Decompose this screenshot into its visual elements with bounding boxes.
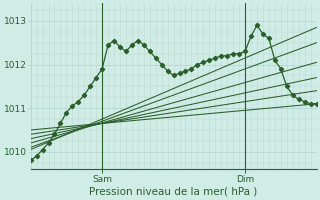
X-axis label: Pression niveau de la mer( hPa ): Pression niveau de la mer( hPa )	[90, 187, 258, 197]
